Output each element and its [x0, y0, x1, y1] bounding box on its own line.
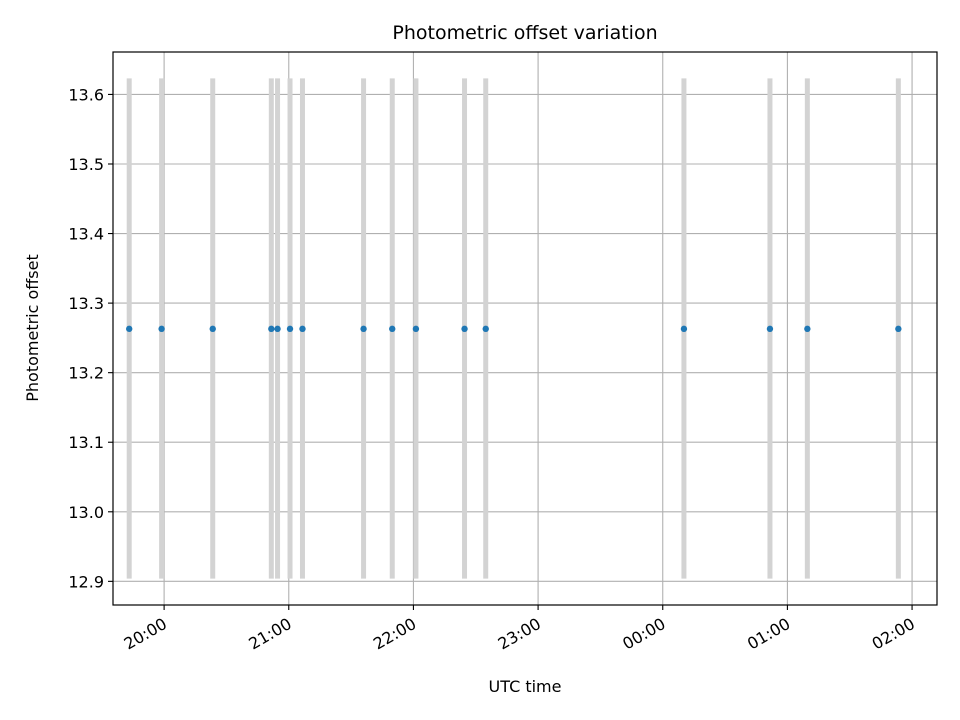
- data-points: [126, 325, 902, 333]
- chart-title: Photometric offset variation: [392, 22, 657, 44]
- y-axis-ticks: 12.9 13.0 13.1 13.2 13.3 13.4 13.5 13.6: [68, 85, 113, 591]
- data-point: [766, 325, 774, 333]
- data-point: [895, 325, 902, 333]
- data-point: [268, 325, 275, 333]
- data-point: [412, 325, 420, 333]
- data-point: [360, 325, 367, 333]
- data-point: [680, 325, 688, 333]
- data-point: [158, 325, 165, 333]
- data-point: [126, 325, 133, 333]
- grid: [113, 52, 937, 605]
- plot-frame: [112, 51, 938, 606]
- data-point: [209, 325, 216, 333]
- data-point: [389, 325, 396, 333]
- y-axis-title: Photometric offset: [23, 254, 42, 402]
- y-tick-label: 13.2: [68, 364, 104, 383]
- data-point: [461, 325, 468, 333]
- data-point: [286, 325, 294, 333]
- y-tick-label: 12.9: [68, 572, 104, 591]
- y-tick-label: 13.0: [68, 503, 104, 522]
- data-point: [482, 325, 489, 333]
- y-tick-label: 13.6: [68, 85, 104, 104]
- data-point: [299, 325, 306, 333]
- y-tick-label: 13.3: [68, 294, 104, 313]
- y-tick-label: 13.1: [68, 433, 104, 452]
- y-tick-label: 13.5: [68, 155, 104, 174]
- y-tick-label: 13.4: [68, 225, 104, 244]
- data-point: [274, 325, 281, 333]
- x-axis-title: UTC time: [489, 677, 562, 696]
- data-point: [804, 325, 811, 333]
